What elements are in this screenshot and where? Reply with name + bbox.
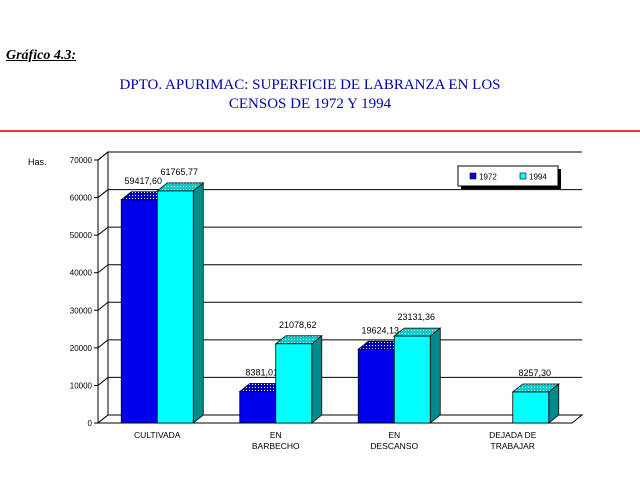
chart-title-line-2: CENSOS DE 1972 Y 1994 xyxy=(228,96,392,112)
x-tick-label: BARBECHO xyxy=(252,441,300,451)
bar-side-1994 xyxy=(192,182,204,424)
data-label: 21078,62 xyxy=(279,320,317,330)
legend-swatch-1972 xyxy=(469,172,477,180)
bar-1994 xyxy=(156,190,194,424)
legend-swatch-1994 xyxy=(519,172,527,180)
grid-line-diagonal xyxy=(97,301,109,311)
title-divider xyxy=(0,130,640,132)
y-tick-label: 40000 xyxy=(70,269,93,278)
y-tick-label: 0 xyxy=(88,419,93,428)
legend-label-1972: 1972 xyxy=(479,173,497,182)
x-tick-label: DEJADA DE xyxy=(489,430,537,440)
figure-label: Gráfico 4.3: xyxy=(6,48,76,63)
x-tick-label: EN xyxy=(388,430,400,440)
x-tick-label: CULTIVADA xyxy=(134,430,181,440)
y-tick-label: 30000 xyxy=(70,306,93,315)
y-tick-label: 60000 xyxy=(70,194,93,203)
data-label: 8381,01 xyxy=(245,368,278,378)
grid-line-diagonal xyxy=(97,377,109,386)
grid-line-diagonal xyxy=(97,226,109,236)
bar-1994 xyxy=(512,391,550,424)
bar-1994 xyxy=(275,343,313,424)
data-label: 59417,60 xyxy=(124,176,162,186)
chart-title-line-1: DPTO. APURIMAC: SUPERFICIE DE LABRANZA E… xyxy=(119,77,501,93)
data-label: 61765,77 xyxy=(160,167,198,177)
data-label: 19624,13 xyxy=(361,325,399,335)
chart-side-wall xyxy=(97,150,109,425)
y-tick-label: 20000 xyxy=(70,344,93,353)
data-label: 23131,36 xyxy=(397,312,435,322)
chart-title: DPTO. APURIMAC: SUPERFICIE DE LABRANZA E… xyxy=(0,76,620,114)
x-tick-label: TRABAJAR xyxy=(491,441,535,451)
bar-side-1994 xyxy=(311,334,323,424)
grid-line-diagonal xyxy=(97,151,109,161)
grid-line-diagonal xyxy=(97,264,109,274)
bar-1972 xyxy=(239,391,277,424)
data-label: 8257,30 xyxy=(518,368,551,378)
bar-1972 xyxy=(357,348,395,424)
grid-line-diagonal xyxy=(97,189,109,198)
y-axis-label: Has. xyxy=(28,157,47,167)
x-tick-label: DESCANSO xyxy=(370,441,418,451)
legend-label-1994: 1994 xyxy=(529,173,547,182)
bar-1972 xyxy=(120,199,158,424)
bar-1994 xyxy=(393,335,431,424)
legend xyxy=(457,165,559,187)
bar-side-1994 xyxy=(429,327,441,424)
y-tick-label: 10000 xyxy=(70,381,93,390)
y-tick-label: 50000 xyxy=(70,231,93,240)
x-tick-label: EN xyxy=(270,430,282,440)
grid-line-diagonal xyxy=(97,339,109,349)
y-tick-label: 70000 xyxy=(70,156,93,165)
